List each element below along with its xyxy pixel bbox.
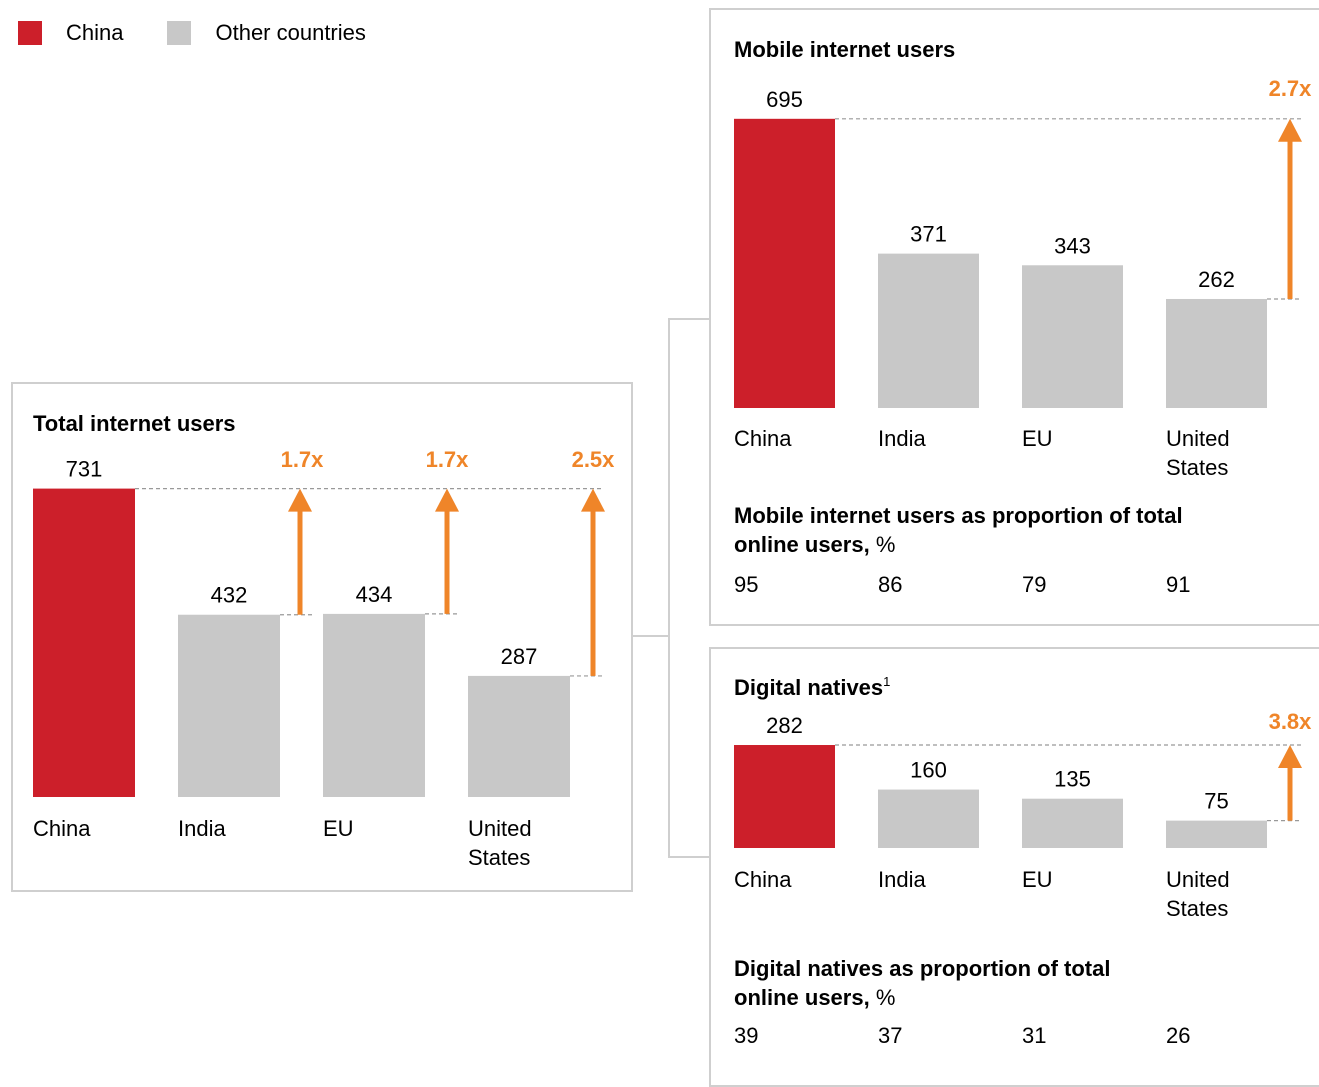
chart1-category-label-united-states: United [1166, 426, 1230, 451]
chart1-bar-eu [1022, 265, 1123, 408]
chart1-ratio-arrow-shaft-0 [1287, 140, 1293, 299]
chart0-value-label-india: 432 [211, 583, 248, 608]
chart1-category-label-united-states-2: States [1166, 455, 1228, 480]
chart1-proportion-title-line2: online users, % [734, 532, 895, 557]
chart2-value-label-china: 282 [766, 713, 803, 738]
chart2-bar-china [734, 745, 835, 848]
chart2-title-footnote-marker: 1 [883, 674, 890, 689]
connector-horizontal-bottom [668, 856, 709, 858]
chart1-bar-china [734, 118, 835, 409]
chart2-ratio-arrow-head-0 [1278, 745, 1302, 769]
chart2-ratio-label-0: 3.8x [1269, 709, 1313, 734]
chart2-proportion-title-line2: online users, % [734, 985, 895, 1010]
chart0-bar-india [178, 614, 280, 797]
chart2-value-label-united-states: 75 [1204, 789, 1228, 814]
chart1-value-label-india: 371 [910, 222, 947, 247]
chart0-value-label-china: 731 [66, 457, 103, 482]
chart0-category-label-india: India [178, 816, 226, 841]
chart2-proportion-unit: % [870, 985, 896, 1010]
chart0-bar-united-states [468, 675, 570, 797]
legend: China Other countries [18, 20, 410, 46]
chart1-bar-india [878, 253, 979, 408]
chart2-category-label-united-states-2: States [1166, 896, 1228, 921]
chart1-proportion-unit: % [870, 532, 896, 557]
chart0-title: Total internet users [33, 411, 236, 436]
chart2-category-label-eu: EU [1022, 867, 1053, 892]
chart0-category-label-united-states: United [468, 816, 532, 841]
chart1-proportion-value-eu: 79 [1022, 572, 1046, 597]
chart1-title: Mobile internet users [734, 37, 955, 62]
chart0-ratio-arrow-shaft-0 [297, 510, 303, 615]
connector-horizontal-left [633, 635, 669, 637]
chart0-ratio-label-0: 1.7x [281, 447, 325, 472]
chart1-ratio-arrow-head-0 [1278, 118, 1302, 142]
chart2-ratio-arrow-shaft-0 [1287, 767, 1293, 821]
chart0-ratio-arrow-head-2 [581, 488, 605, 512]
chart0-category-label-united-states-2: States [468, 845, 530, 870]
chart0-ratio-label-1: 1.7x [426, 447, 470, 472]
legend-label-china: China [66, 20, 124, 45]
chart0-ratio-arrow-head-0 [288, 488, 312, 512]
chart1-category-label-india: India [878, 426, 926, 451]
chart2-category-label-india: India [878, 867, 926, 892]
legend-item-china: China [18, 20, 123, 46]
chart1-proportion-value-united-states: 91 [1166, 572, 1190, 597]
chart1-bar-united-states [1166, 298, 1267, 408]
chart1-value-label-united-states: 262 [1198, 267, 1235, 292]
legend-label-other: Other countries [215, 20, 366, 45]
chart2-category-label-united-states: United [1166, 867, 1230, 892]
chart1-value-label-china: 695 [766, 87, 803, 112]
chart1-proportion-value-china: 95 [734, 572, 758, 597]
chart2-proportion-value-eu: 31 [1022, 1023, 1046, 1048]
chart2-proportion-value-china: 39 [734, 1023, 758, 1048]
chart2-title: Digital natives1 [734, 674, 890, 700]
chart2-proportion-value-india: 37 [878, 1023, 902, 1048]
chart1-category-label-china: China [734, 426, 792, 451]
chart1-proportion-title-line1: Mobile internet users as proportion of t… [734, 503, 1183, 528]
chart2-proportion-value-united-states: 26 [1166, 1023, 1190, 1048]
chart0-category-label-china: China [33, 816, 91, 841]
connector-horizontal-top [668, 318, 709, 320]
chart0-ratio-arrow-head-1 [435, 488, 459, 512]
chart0-bar-china [33, 488, 135, 797]
chart1-ratio-label-0: 2.7x [1269, 76, 1313, 101]
chart2-category-label-china: China [734, 867, 792, 892]
chart2-bar-eu [1022, 798, 1123, 848]
chart2-value-label-india: 160 [910, 758, 947, 783]
chart0-ratio-arrow-shaft-2 [590, 510, 596, 676]
panel-digital-natives [709, 647, 1319, 1087]
connector-vertical [668, 318, 670, 858]
legend-swatch-other [167, 21, 192, 45]
chart0-ratio-arrow-shaft-1 [444, 510, 450, 614]
legend-item-other: Other countries [167, 20, 366, 46]
chart1-value-label-eu: 343 [1054, 233, 1091, 258]
chart1-proportion-value-india: 86 [878, 572, 902, 597]
chart2-value-label-eu: 135 [1054, 767, 1091, 792]
chart0-ratio-label-2: 2.5x [572, 447, 616, 472]
legend-swatch-china [18, 21, 42, 45]
chart2-bar-united-states [1166, 820, 1267, 848]
chart0-value-label-eu: 434 [356, 582, 393, 607]
chart0-category-label-eu: EU [323, 816, 354, 841]
chart1-category-label-eu: EU [1022, 426, 1053, 451]
chart0-bar-eu [323, 613, 425, 797]
chart0-value-label-united-states: 287 [501, 644, 538, 669]
chart2-proportion-title-line1: Digital natives as proportion of total [734, 956, 1110, 981]
chart2-bar-india [878, 789, 979, 848]
